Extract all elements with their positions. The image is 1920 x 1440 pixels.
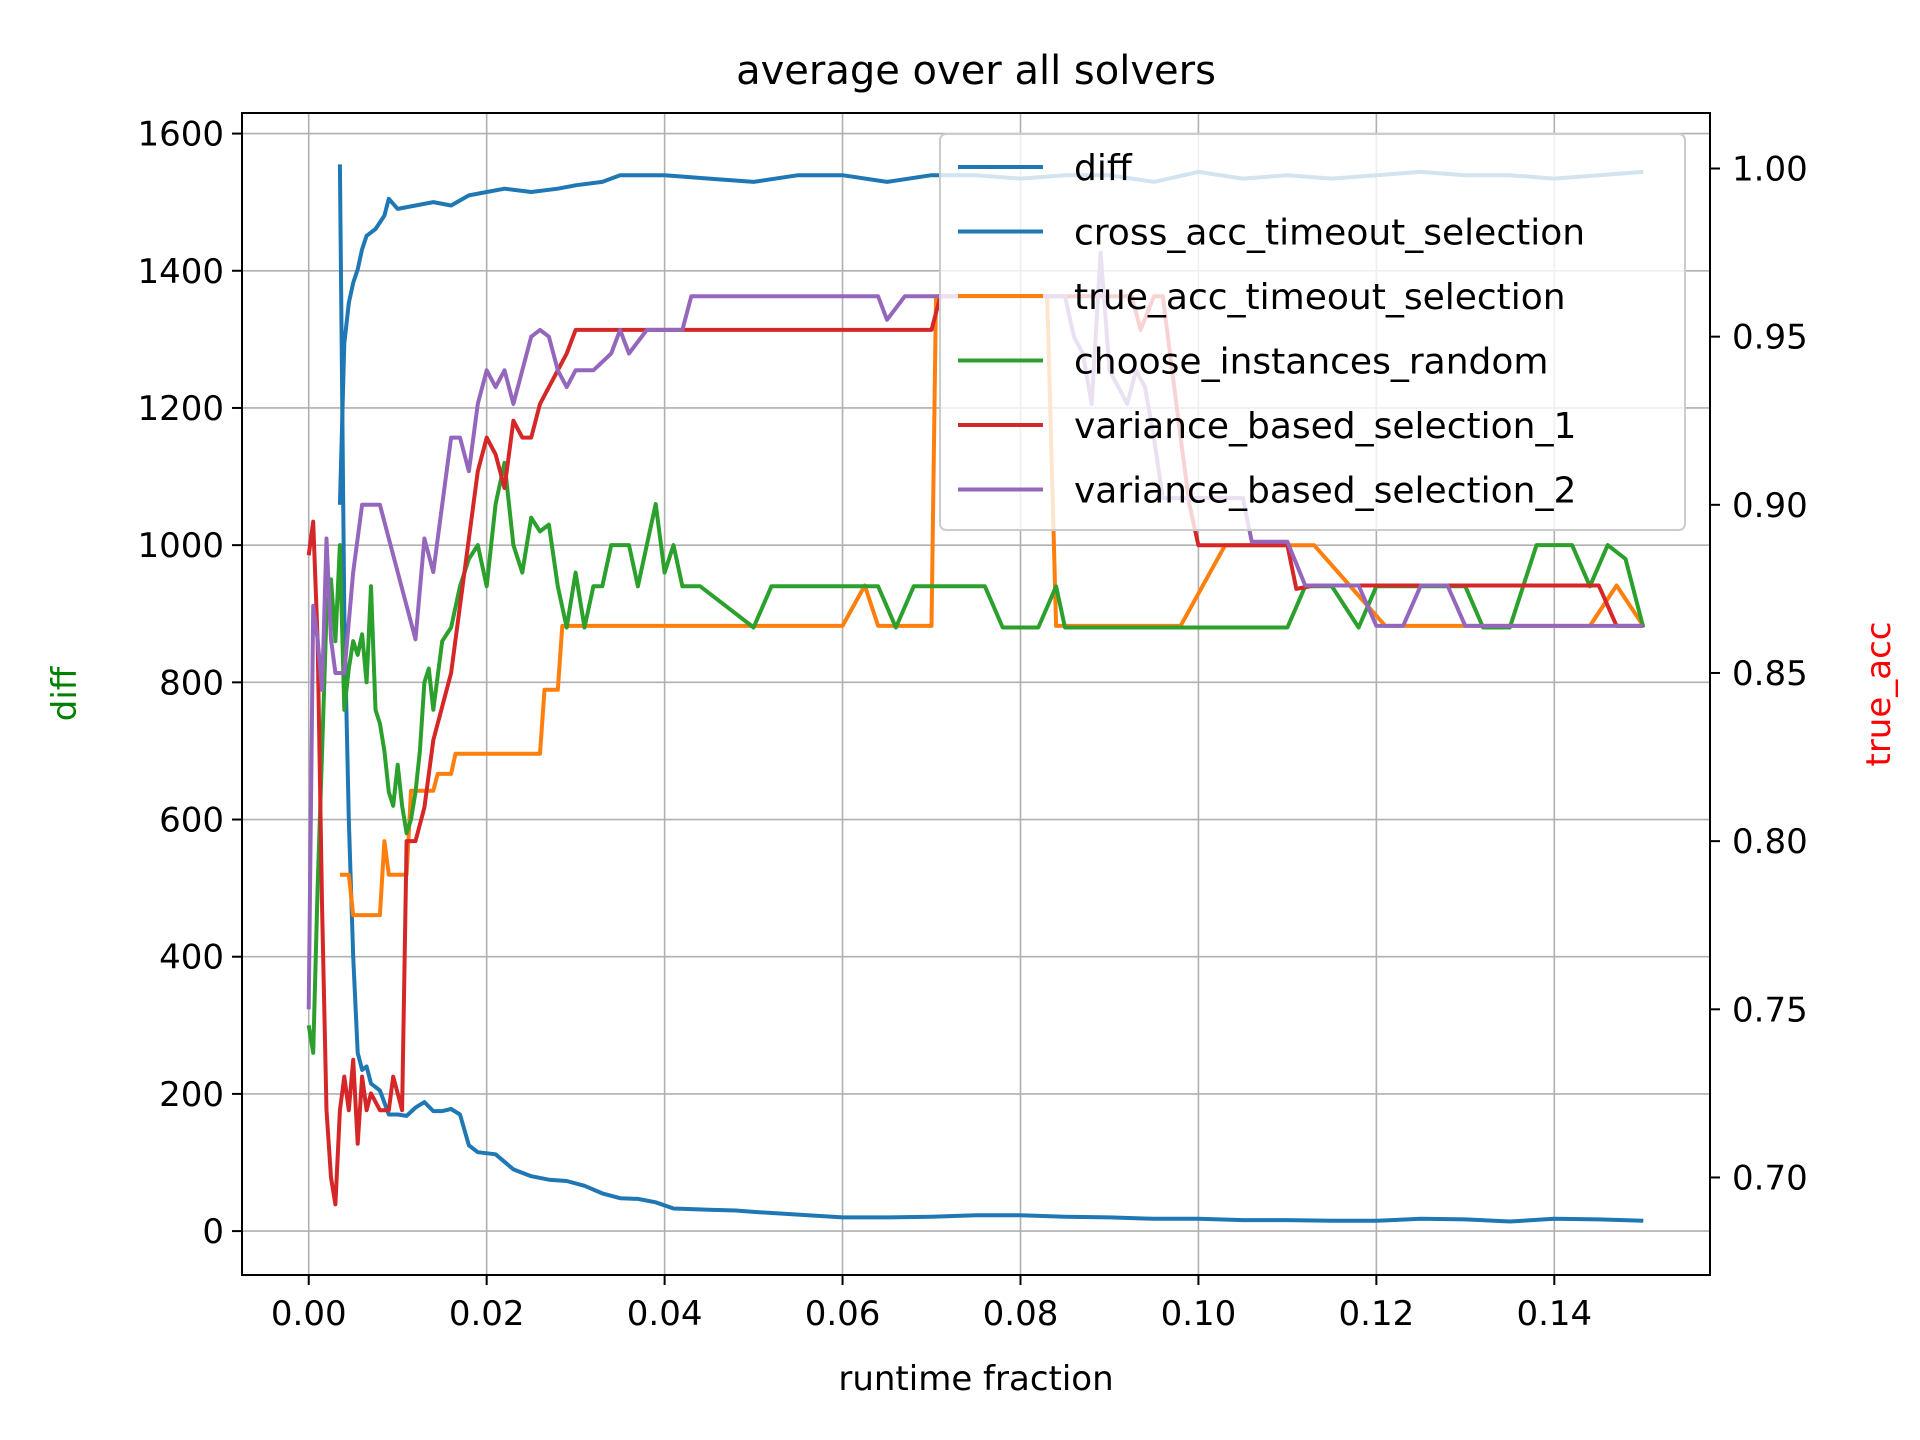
legend-label: variance_based_selection_1 — [1074, 406, 1576, 447]
y-left-tick-label: 1200 — [137, 389, 224, 429]
y-right-tick-label: 0.95 — [1732, 318, 1808, 358]
legend-label: diff — [1074, 148, 1133, 189]
plot-frame — [241, 112, 1711, 1276]
series-line-diff — [337, 164, 1644, 1224]
legend-box — [939, 133, 1686, 531]
y-left-tick-label: 1400 — [137, 252, 224, 292]
y-right-tick-label: 0.85 — [1732, 654, 1808, 694]
x-tick-label: 0.08 — [983, 1294, 1059, 1334]
y-axis-right-label: true_acc — [1859, 622, 1899, 767]
y-right-tick-label: 0.70 — [1732, 1158, 1808, 1198]
y-left-tick-label: 1600 — [137, 115, 224, 155]
y-left-tick-label: 1000 — [137, 526, 224, 566]
series-line-variance-based-selection-1 — [306, 294, 1644, 1207]
y-left-tick-label: 200 — [159, 1075, 224, 1115]
y-right-tick-label: 0.75 — [1732, 990, 1808, 1030]
x-tick-label: 0.04 — [627, 1294, 703, 1334]
series-line-choose-instances-random — [306, 460, 1646, 1055]
x-tick-label: 0.06 — [805, 1294, 881, 1334]
chart-title: average over all solvers — [736, 48, 1216, 94]
legend-label: cross_acc_timeout_selection — [1074, 213, 1585, 254]
x-tick-label: 0.10 — [1161, 1294, 1237, 1334]
y-left-tick-label: 800 — [159, 663, 224, 703]
legend-label: variance_based_selection_2 — [1074, 471, 1576, 512]
y-right-tick-label: 0.80 — [1732, 822, 1808, 862]
x-tick-label: 0.14 — [1516, 1294, 1592, 1334]
legend-label: choose_instances_random — [1074, 342, 1548, 383]
y-left-tick-label: 400 — [159, 938, 224, 978]
legend-label: true_acc_timeout_selection — [1074, 277, 1566, 318]
x-axis-label: runtime fraction — [838, 1359, 1113, 1399]
x-tick-label: 0.02 — [449, 1294, 525, 1334]
legend: diff cross_acc_timeout_selection true_acc_… — [939, 133, 1686, 531]
y-right-tick-label: 1.00 — [1732, 149, 1808, 189]
y-left-tick-label: 0 — [202, 1212, 224, 1252]
y-axis-left-label: diff — [45, 665, 85, 721]
y-right-tick-label: 0.90 — [1732, 486, 1808, 526]
ticks: 0.00 0.02 0.04 0.06 0.08 0.10 0.12 0.14 0 200 400 6… — [137, 115, 1807, 1334]
x-tick-label: 0.12 — [1339, 1294, 1415, 1334]
y-left-tick-label: 600 — [159, 801, 224, 841]
x-tick-label: 0.00 — [271, 1294, 347, 1334]
